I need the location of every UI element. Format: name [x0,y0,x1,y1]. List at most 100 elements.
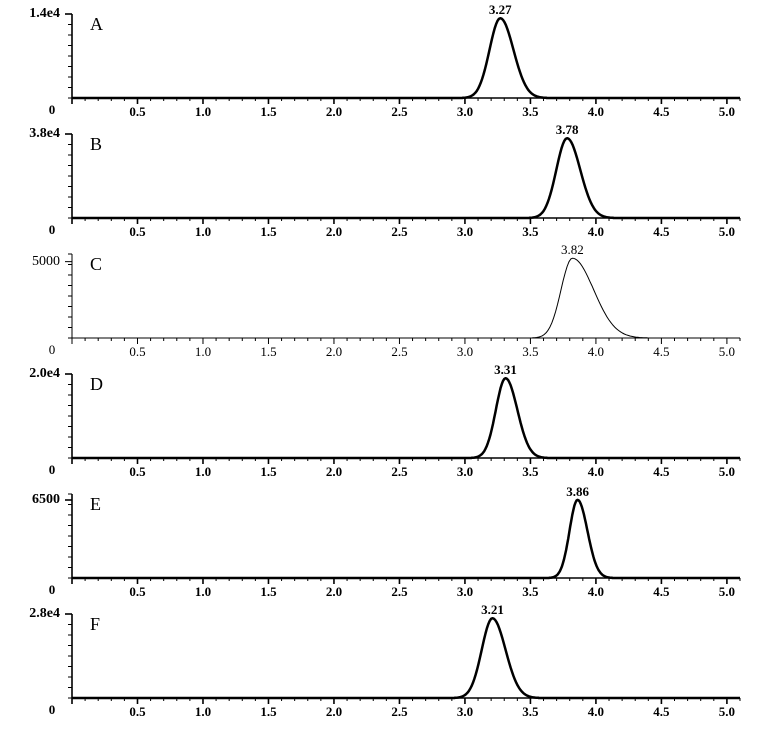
svg-text:3.0: 3.0 [457,224,473,239]
svg-text:2.5: 2.5 [391,224,408,239]
svg-text:3.0: 3.0 [457,584,473,599]
svg-text:3.0: 3.0 [457,104,473,119]
svg-text:4.5: 4.5 [653,224,670,239]
svg-text:0.5: 0.5 [129,704,146,719]
svg-text:1.5: 1.5 [260,344,276,359]
panel-svg: 0 0.5 1.0 1.5 2.0 2.5 3.0 3.5 4.0 4.5 5.0 [0,8,760,128]
peak-rt-label: 3.78 [556,122,579,138]
chromatogram-figure: 0 0.5 1.0 1.5 2.0 2.5 3.0 3.5 4.0 4.5 5.0 1.4e4 A 3.2… [0,0,760,737]
svg-text:5.0: 5.0 [719,224,735,239]
panel-e: 00.51.01.52.02.53.03.54.04.55.06500E3.86 [0,488,760,608]
svg-text:3.0: 3.0 [457,344,473,359]
svg-text:0: 0 [49,582,56,597]
panel-svg: 0 0.5 1.0 1.5 2.0 2.5 3.0 3.5 4.0 4.5 5.0 [0,368,760,488]
panel-d: 00.51.01.52.02.53.03.54.04.55.02.0e4D3.3… [0,368,760,488]
svg-text:2.5: 2.5 [391,104,408,119]
svg-text:1.0: 1.0 [195,584,211,599]
chromatogram-peak [72,500,740,578]
svg-text:1.5: 1.5 [260,224,277,239]
svg-text:2.0: 2.0 [326,704,342,719]
y-axis-label: 1.4e4 [0,6,60,22]
svg-text:3.5: 3.5 [522,104,539,119]
svg-text:5.0: 5.0 [719,704,735,719]
svg-text:3.5: 3.5 [522,224,539,239]
chromatogram-peak [72,378,740,458]
svg-text:1.5: 1.5 [260,104,277,119]
svg-text:3.5: 3.5 [522,464,539,479]
svg-text:4.0: 4.0 [588,464,604,479]
panel-letter: D [90,374,103,395]
svg-text:4.5: 4.5 [653,104,670,119]
peak-rt-label: 3.82 [561,242,584,258]
svg-text:0.5: 0.5 [129,104,146,119]
svg-text:2.5: 2.5 [391,464,408,479]
svg-text:0: 0 [49,462,56,477]
svg-text:4.0: 4.0 [588,224,604,239]
svg-text:1.0: 1.0 [195,224,211,239]
svg-text:2.0: 2.0 [326,224,342,239]
svg-text:5.0: 5.0 [719,584,735,599]
svg-text:2.0: 2.0 [326,584,342,599]
svg-text:2.0: 2.0 [326,464,342,479]
panel-f: 00.51.01.52.02.53.03.54.04.55.02.8e4F3.2… [0,608,760,728]
panel-letter: C [90,254,102,275]
svg-text:0: 0 [49,342,56,357]
svg-text:5.0: 5.0 [719,344,735,359]
svg-text:0.5: 0.5 [129,224,146,239]
svg-text:5.0: 5.0 [719,104,735,119]
svg-text:1.0: 1.0 [195,104,211,119]
svg-text:4.0: 4.0 [588,344,604,359]
svg-text:4.5: 4.5 [653,344,669,359]
svg-text:4.5: 4.5 [653,464,670,479]
svg-text:4.0: 4.0 [588,704,604,719]
panel-svg: 0 0.5 1.0 1.5 2.0 2.5 3.0 3.5 4.0 4.5 5.0 [0,488,760,608]
svg-text:3.0: 3.0 [457,464,473,479]
svg-text:0.5: 0.5 [129,464,146,479]
svg-text:1.5: 1.5 [260,584,277,599]
svg-text:1.5: 1.5 [260,464,277,479]
panel-letter: F [90,614,100,635]
panel-a: 00.51.01.52.02.53.03.54.04.55.01.4e4A3.2… [0,8,760,128]
svg-text:1.0: 1.0 [195,464,211,479]
svg-text:2.5: 2.5 [391,584,408,599]
svg-text:2.5: 2.5 [391,704,408,719]
y-axis-label: 5000 [0,254,60,270]
panel-letter: B [90,134,102,155]
panel-c: 00.51.01.52.02.53.03.54.04.55.05000C3.82 [0,248,760,368]
svg-text:4.5: 4.5 [653,584,670,599]
svg-text:5.0: 5.0 [719,464,735,479]
svg-text:3.5: 3.5 [522,344,538,359]
panel-svg: 0 0.5 1.0 1.5 2.0 2.5 3.0 3.5 4.0 4.5 5.0 [0,608,760,728]
peak-rt-label: 3.31 [494,362,517,378]
y-axis-label: 6500 [0,492,60,508]
svg-text:4.0: 4.0 [588,104,604,119]
svg-text:1.0: 1.0 [195,344,211,359]
svg-text:0: 0 [49,102,56,117]
y-axis-label: 3.8e4 [0,126,60,142]
panel-letter: A [90,14,103,35]
peak-rt-label: 3.86 [566,484,589,500]
svg-text:1.0: 1.0 [195,704,211,719]
panel-svg: 0 0.5 1.0 1.5 2.0 2.5 3.0 3.5 4.0 4.5 5.0 [0,128,760,248]
peak-rt-label: 3.27 [489,2,512,18]
svg-text:0: 0 [49,702,56,717]
svg-text:2.5: 2.5 [391,344,407,359]
svg-text:3.5: 3.5 [522,584,539,599]
chromatogram-peak [72,618,740,698]
chromatogram-peak [72,258,740,338]
svg-text:2.0: 2.0 [326,344,342,359]
svg-text:0.5: 0.5 [129,344,145,359]
svg-text:0.5: 0.5 [129,584,146,599]
panel-letter: E [90,494,101,515]
svg-text:4.0: 4.0 [588,584,604,599]
svg-text:2.0: 2.0 [326,104,342,119]
y-axis-label: 2.0e4 [0,366,60,382]
peak-rt-label: 3.21 [481,602,504,618]
svg-text:3.5: 3.5 [522,704,539,719]
panel-svg: 0 0.5 1.0 1.5 2.0 2.5 3.0 3.5 4.0 4.5 5.0 [0,248,760,368]
svg-text:0: 0 [49,222,56,237]
svg-text:1.5: 1.5 [260,704,277,719]
chromatogram-peak [72,138,740,218]
svg-text:3.0: 3.0 [457,704,473,719]
svg-text:4.5: 4.5 [653,704,670,719]
